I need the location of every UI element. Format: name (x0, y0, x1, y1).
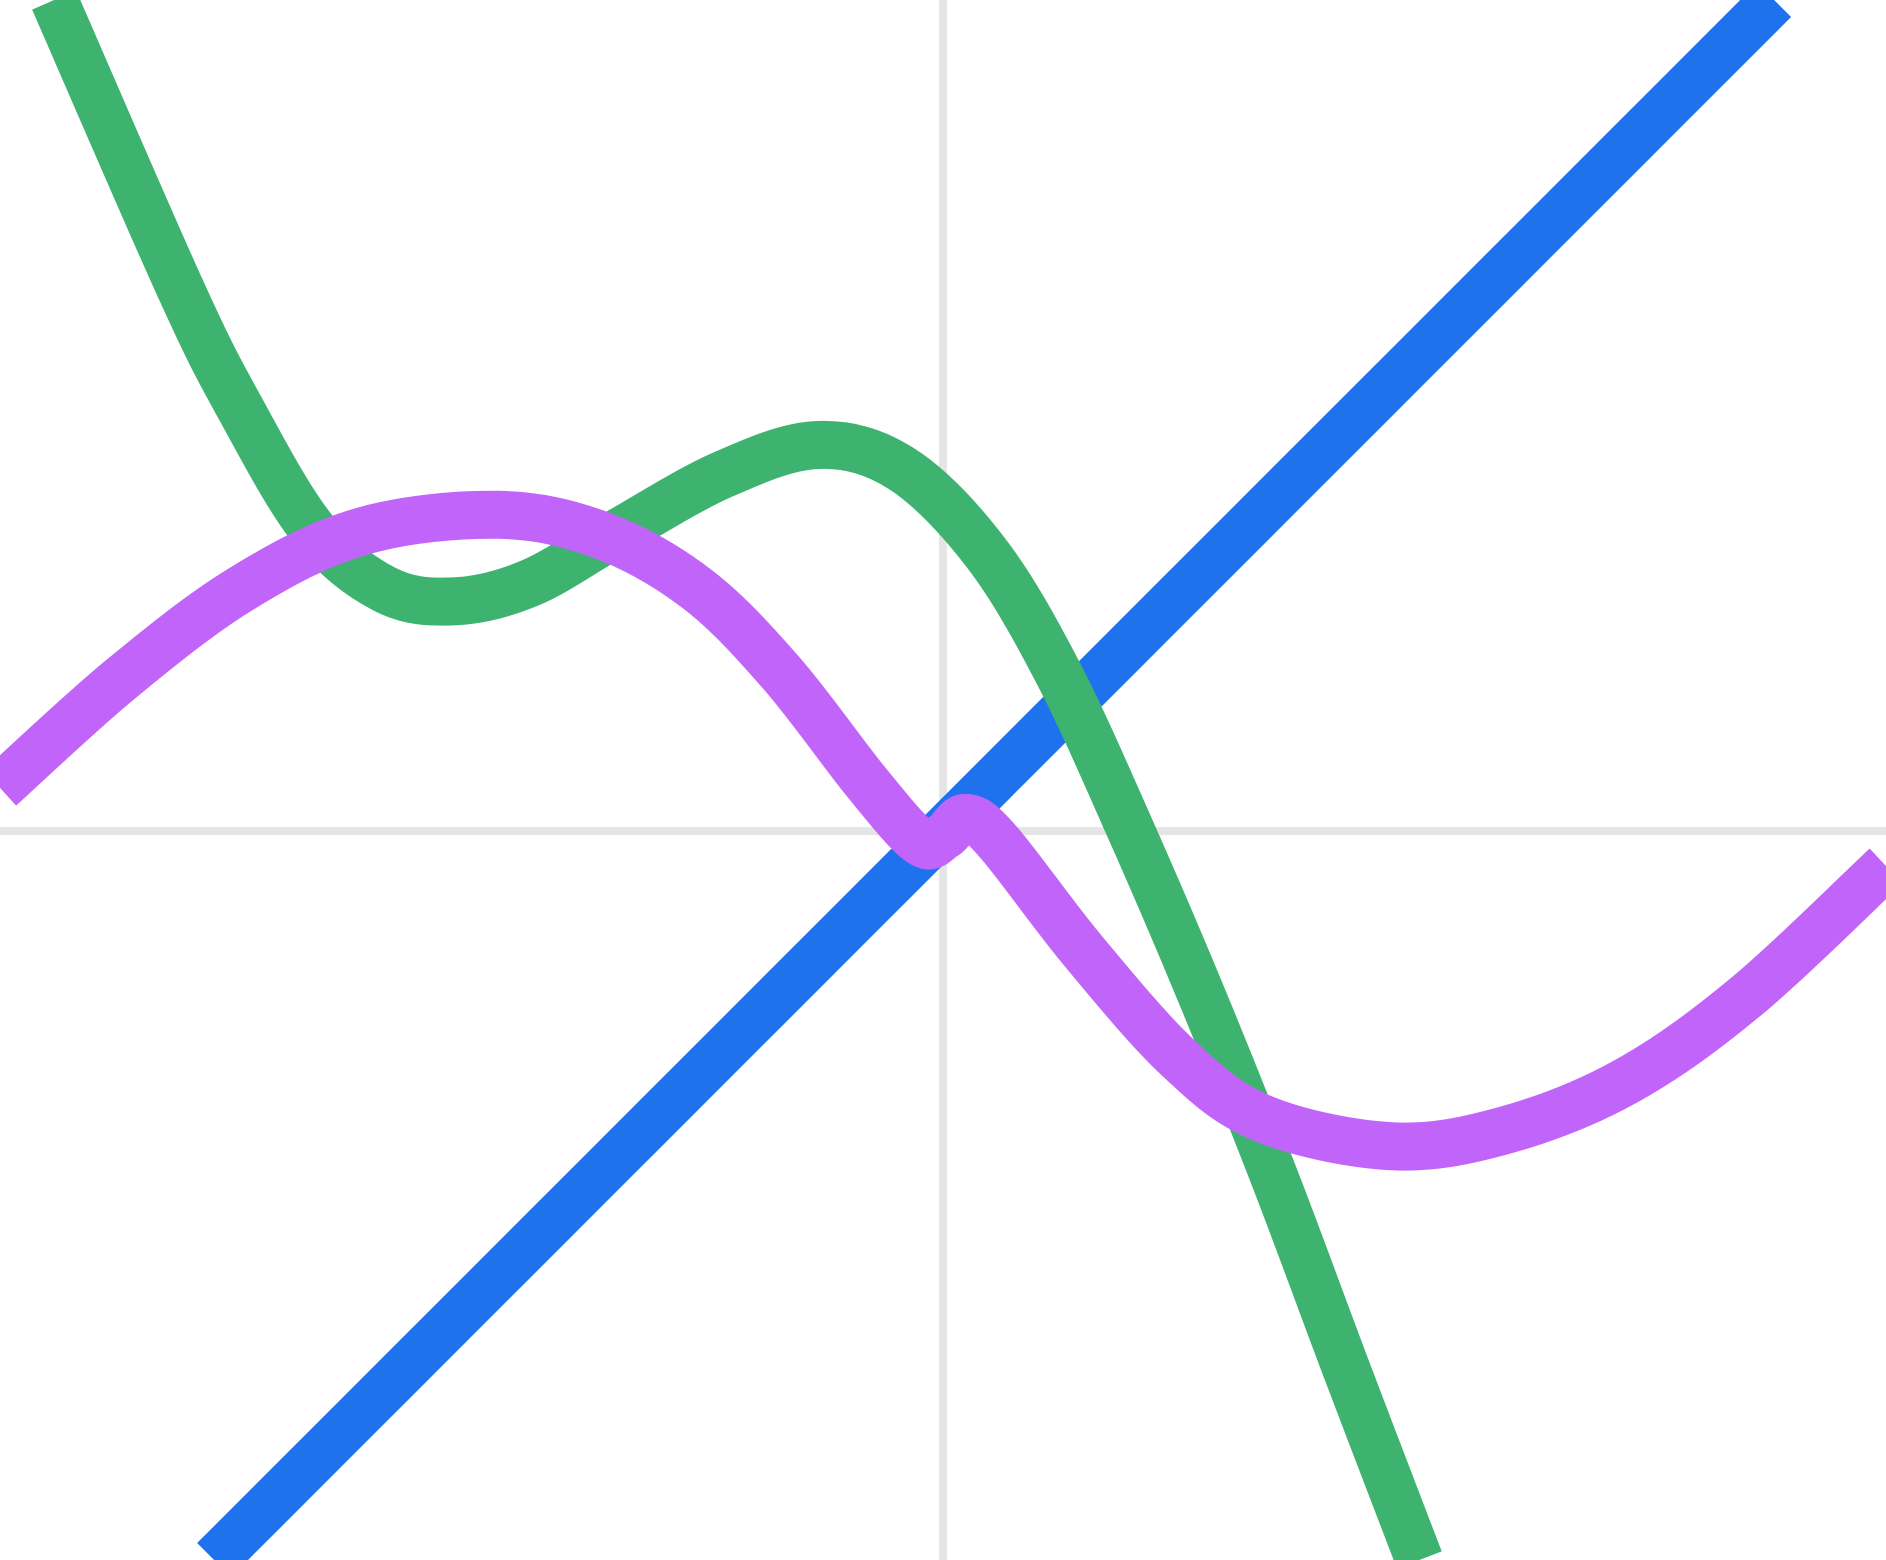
line-series (32, 0, 1442, 1560)
line-series (0, 490, 1886, 1171)
line-series (197, 0, 1792, 1560)
